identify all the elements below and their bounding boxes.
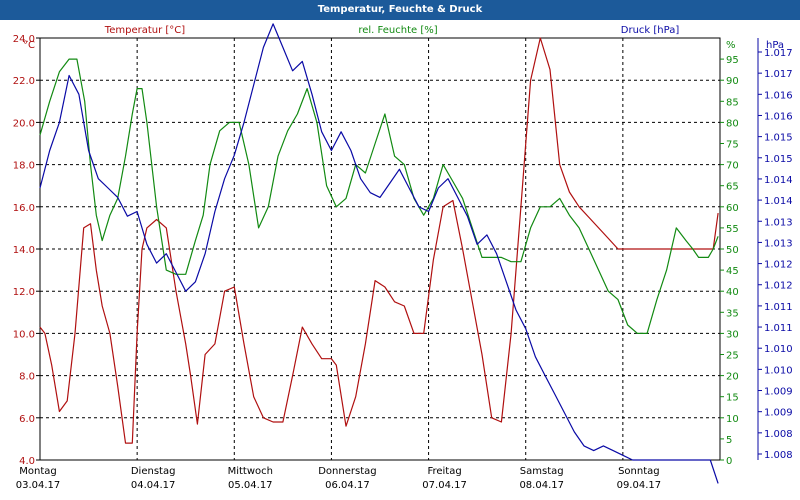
x-tick-date: 03.04.17 [16, 480, 61, 491]
tick-label-temperature: 14.0 [13, 245, 35, 256]
axis-unit-humidity: % [726, 40, 736, 51]
tick-label-humidity: 25 [726, 351, 739, 362]
tick-label-humidity: 30 [726, 329, 739, 340]
tick-label-temperature: 10.0 [13, 329, 35, 340]
legend-humidity: rel. Feuchte [%] [358, 25, 437, 36]
tick-label-pressure: 1.010 [764, 365, 793, 376]
tick-label-humidity: 45 [726, 266, 739, 277]
axis-unit-temperature: °C [23, 40, 35, 51]
tick-label-temperature: 16.0 [13, 203, 35, 214]
x-tick-day: Sonntag [618, 466, 660, 477]
axis-unit-pressure: hPa [766, 40, 784, 51]
series-humidity [39, 58, 719, 334]
legend-temperature: Temperatur [°C] [104, 25, 185, 36]
tick-label-pressure: 1.008 [764, 429, 793, 440]
series-pressure [39, 23, 719, 484]
tick-label-pressure: 1.017 [764, 48, 793, 59]
x-tick-day: Montag [19, 466, 56, 477]
tick-label-humidity: 10 [726, 414, 739, 425]
tick-label-humidity: 85 [726, 97, 739, 108]
tick-label-pressure: 1.014 [764, 175, 793, 186]
tick-label-pressure: 1.016 [764, 90, 793, 101]
tick-label-humidity: 75 [726, 140, 739, 151]
x-tick-date: 06.04.17 [325, 480, 370, 491]
x-tick-date: 05.04.17 [228, 480, 273, 491]
tick-label-humidity: 55 [726, 224, 739, 235]
series-temperature [39, 37, 719, 444]
tick-label-humidity: 95 [726, 55, 739, 66]
tick-label-pressure: 1.015 [764, 133, 793, 144]
tick-label-pressure: 1.010 [764, 344, 793, 355]
tick-label-humidity: 50 [726, 245, 739, 256]
tick-label-temperature: 8.0 [19, 372, 35, 383]
tick-label-temperature: 6.0 [19, 414, 35, 425]
tick-label-humidity: 0 [726, 456, 732, 467]
tick-label-pressure: 1.016 [764, 111, 793, 122]
tick-label-pressure: 1.013 [764, 217, 793, 228]
tick-label-pressure: 1.012 [764, 281, 793, 292]
tick-label-pressure: 1.012 [764, 260, 793, 271]
window-title: Temperatur, Feuchte & Druck [0, 0, 800, 20]
x-tick-day: Freitag [427, 466, 461, 477]
tick-label-humidity: 80 [726, 118, 739, 129]
tick-label-temperature: 12.0 [13, 287, 35, 298]
tick-label-temperature: 22.0 [13, 76, 35, 87]
tick-label-humidity: 20 [726, 372, 739, 383]
tick-label-pressure: 1.011 [764, 323, 793, 334]
tick-label-pressure: 1.011 [764, 302, 793, 313]
x-tick-date: 04.04.17 [131, 480, 176, 491]
tick-label-humidity: 40 [726, 287, 739, 298]
tick-label-humidity: 70 [726, 161, 739, 172]
tick-label-humidity: 90 [726, 76, 739, 87]
x-tick-date: 09.04.17 [617, 480, 662, 491]
x-tick-day: Dienstag [131, 466, 176, 477]
x-tick-date: 07.04.17 [422, 480, 467, 491]
tick-label-temperature: 20.0 [13, 118, 35, 129]
tick-label-temperature: 24.0 [13, 34, 35, 45]
tick-label-pressure: 1.017 [764, 69, 793, 80]
tick-label-humidity: 65 [726, 182, 739, 193]
x-tick-day: Donnerstag [318, 466, 376, 477]
chart: Temperatur [°C] rel. Feuchte [%] Druck [hP… [13, 23, 793, 491]
tick-label-pressure: 1.009 [764, 387, 793, 398]
tick-label-temperature: 4.0 [19, 456, 35, 467]
x-tick-date: 08.04.17 [519, 480, 564, 491]
tick-label-temperature: 18.0 [13, 161, 35, 172]
x-tick-day: Samstag [520, 466, 564, 477]
tick-label-pressure: 1.008 [764, 450, 793, 461]
legend-pressure: Druck [hPa] [621, 25, 680, 36]
x-tick-day: Mittwoch [228, 466, 273, 477]
tick-label-pressure: 1.015 [764, 154, 793, 165]
tick-label-humidity: 60 [726, 203, 739, 214]
tick-label-humidity: 35 [726, 308, 739, 319]
tick-label-pressure: 1.014 [764, 196, 793, 207]
tick-label-humidity: 15 [726, 393, 739, 404]
tick-label-humidity: 5 [726, 435, 732, 446]
tick-label-pressure: 1.013 [764, 238, 793, 249]
tick-label-pressure: 1.009 [764, 408, 793, 419]
